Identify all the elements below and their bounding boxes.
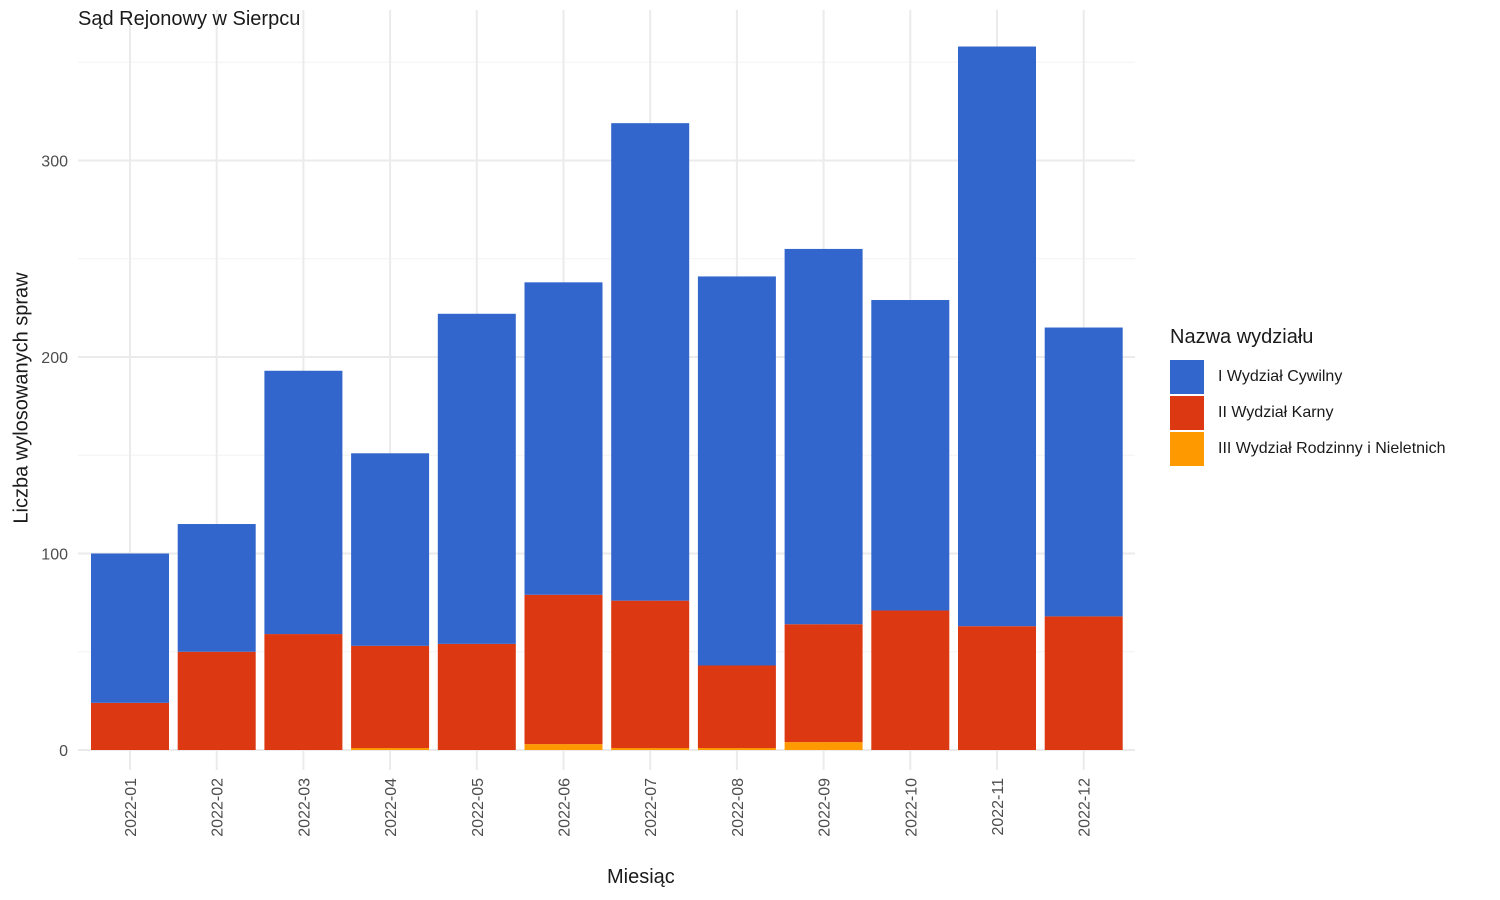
x-tick-label: 2022-02 [210,778,227,837]
legend-label-family: III Wydział Rodzinny i Nieletnich [1218,440,1446,457]
legend-item-family: III Wydział Rodzinny i Nieletnich [1170,431,1446,467]
x-tick-label: 2022-05 [470,778,487,837]
bar-segment [871,610,950,750]
bar-segment [958,626,1036,750]
bar-segment [177,651,256,750]
bar-segment [437,313,516,644]
bar-segment [611,748,690,750]
bar-segment [784,624,863,743]
y-tick-label: 0 [59,743,68,760]
y-axis-label: Liczba wylosowanych spraw [10,272,33,524]
x-tick-label: 2022-09 [817,778,834,837]
bar-segment [697,748,776,750]
bar-segment [611,123,690,601]
x-tick-label: 2022-11 [990,778,1007,836]
legend-label-civil: I Wydział Cywilny [1218,368,1343,385]
bar-segment [351,645,430,749]
x-tick-label: 2022-01 [123,778,140,837]
x-tick-label: 2022-10 [903,778,920,837]
bar-segment [437,643,516,750]
bar-segment [871,300,950,611]
legend: Nazwa wydziału I Wydział Cywilny II Wydz… [1170,326,1446,467]
legend-item-civil: I Wydział Cywilny [1170,359,1446,395]
bar-segment [784,248,863,625]
axis-layer: 0 100 200 300 2022-01 2022-02 2022-03 2022-04 20… [41,154,1093,837]
legend-item-criminal: II Wydział Karny [1170,395,1446,431]
bar-segment [958,46,1036,627]
bar-segment [524,744,603,750]
bar-segment [91,702,169,750]
bar-segment [264,634,343,750]
x-tick-label: 2022-07 [643,778,660,837]
x-tick-label: 2022-12 [1077,778,1094,837]
x-tick-label: 2022-06 [557,778,574,837]
bar-segment [91,553,169,703]
x-axis-label: Miesiąc [607,866,675,888]
bars-layer [91,46,1123,750]
bar-segment [351,453,430,646]
legend-title: Nazwa wydziału [1170,326,1314,348]
bar-segment [697,276,776,666]
bar-segment [524,594,603,745]
y-tick-label: 100 [41,547,68,564]
legend-swatch-civil [1170,360,1204,394]
bar-segment [177,524,256,652]
x-tick-label: 2022-04 [383,778,400,837]
bar-segment [264,370,343,635]
bar-segment [1044,616,1123,750]
legend-swatch-family [1170,432,1204,466]
x-tick-label: 2022-08 [730,778,747,837]
x-tick-label: 2022-03 [296,778,313,837]
bar-segment [1044,327,1123,617]
bar-segment [784,742,863,750]
chart-title: Sąd Rejonowy w Sierpcu [78,8,301,30]
y-tick-label: 200 [41,350,68,367]
bar-segment [351,748,430,750]
bar-segment [697,665,776,749]
bar-segment [524,282,603,595]
bar-segment [611,600,690,749]
legend-swatch-criminal [1170,396,1204,430]
legend-label-criminal: II Wydział Karny [1218,404,1334,421]
y-tick-label: 300 [41,154,68,171]
